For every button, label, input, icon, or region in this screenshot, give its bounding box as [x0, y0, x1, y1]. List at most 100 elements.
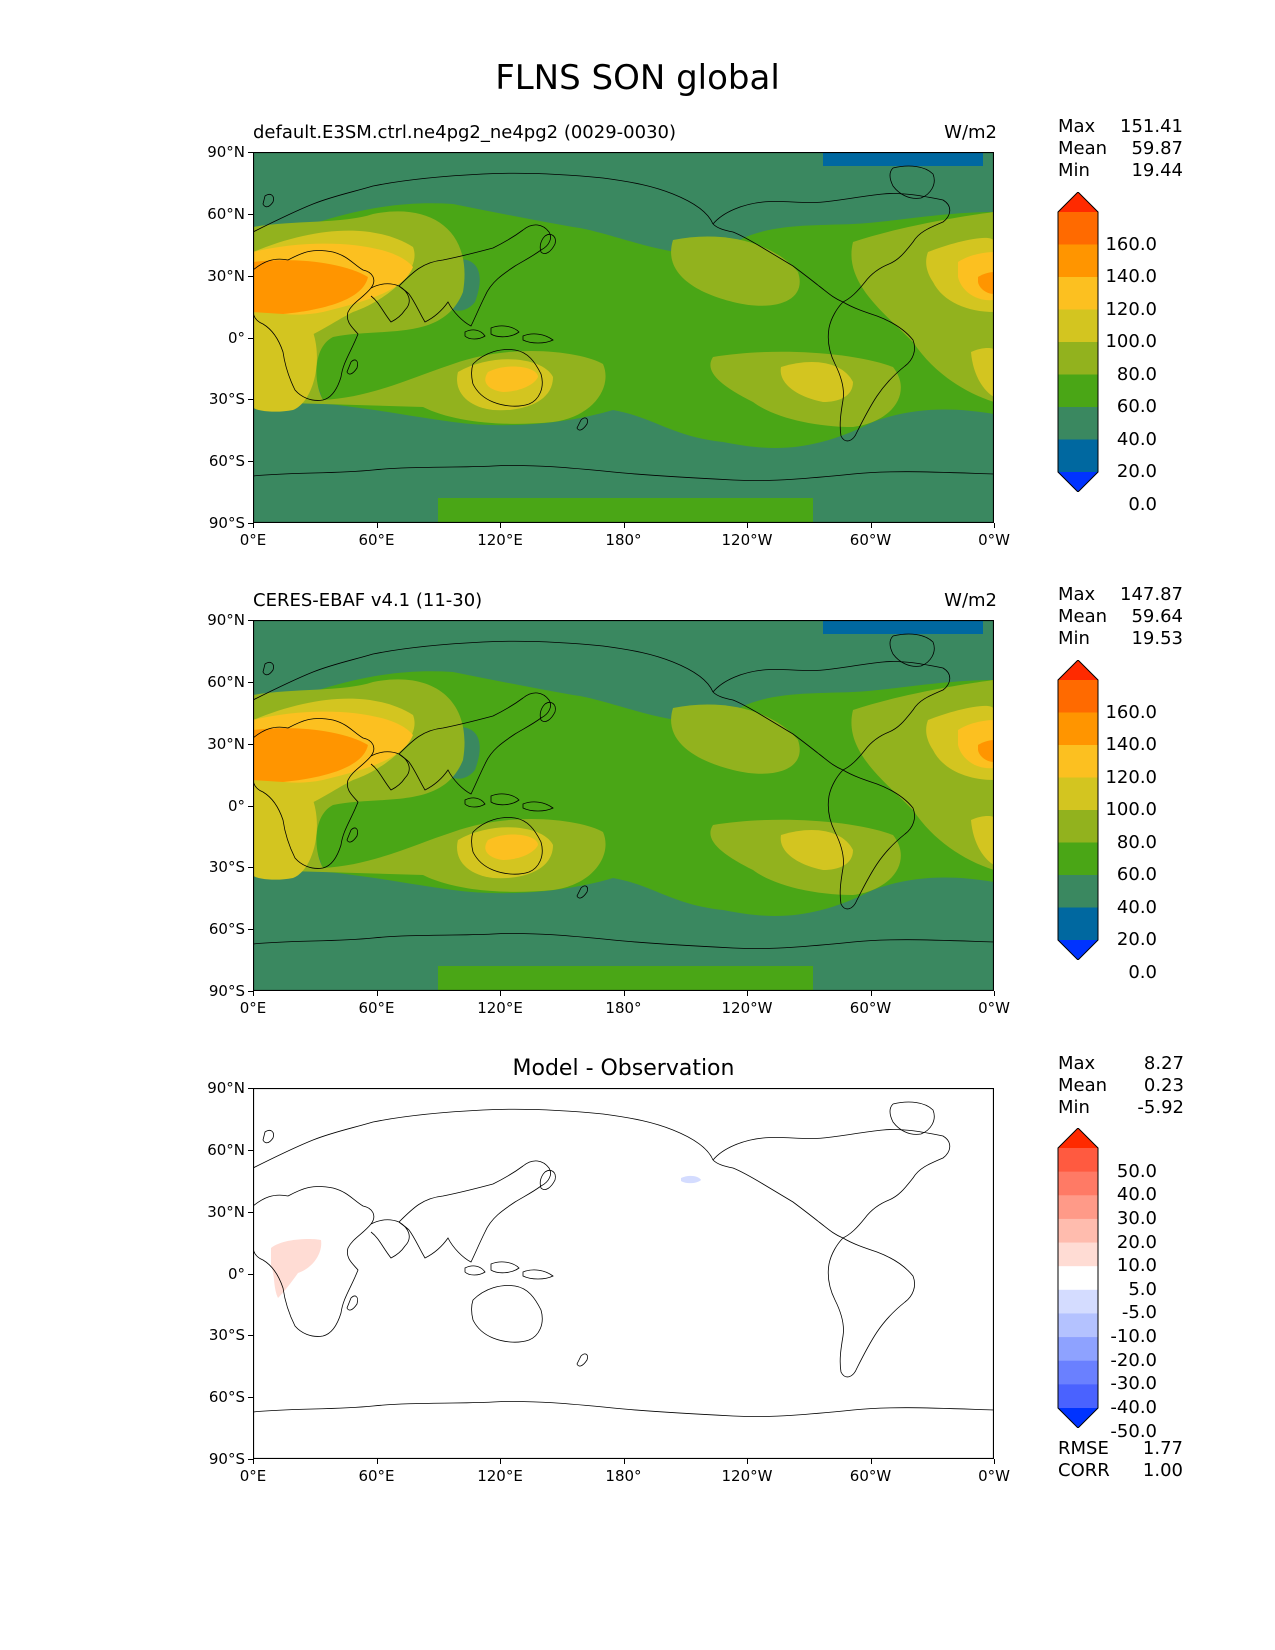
colorbar-label: -5.0 [1121, 1302, 1157, 1324]
y-tick-mark [248, 1397, 253, 1399]
x-tick-mark [870, 523, 872, 528]
colorbar-label: 20.0 [1116, 929, 1157, 950]
colorbar-label: 120.0 [1105, 298, 1157, 320]
x-tick-mark [253, 991, 254, 996]
coastline [889, 1101, 935, 1135]
panel2-colorbar [1057, 660, 1099, 960]
coastline [262, 662, 274, 676]
x-tick-mark [747, 523, 748, 528]
colorbar-label: 40.0 [1116, 1184, 1157, 1206]
colorbar-label: 140.0 [1105, 266, 1157, 287]
colorbar-label: 160.0 [1105, 233, 1157, 255]
map-background [253, 1088, 994, 1459]
y-tick-mark [248, 1149, 253, 1151]
y-tick-mark [248, 1088, 253, 1089]
y-tick-label: 60°N [207, 672, 245, 691]
field-region [253, 728, 368, 782]
coastline [712, 661, 951, 771]
panel1-title: default.E3SM.ctrl.ne4pg2_ne4pg2 (0029-00… [253, 122, 676, 143]
panel1-stat-max: Max 151.41 [1058, 116, 1183, 137]
x-tick-label: 60°E [358, 999, 395, 1017]
colorbar-label: 140.0 [1105, 734, 1157, 755]
y-tick-mark [248, 743, 253, 745]
colorbar-extend-min [1058, 940, 1098, 960]
y-tick-label: 90°S [208, 514, 245, 532]
colorbar-label: -40.0 [1110, 1397, 1157, 1418]
coastline [889, 633, 935, 667]
x-tick-mark [747, 1459, 748, 1464]
x-tick-label: 60°E [358, 1467, 395, 1485]
coastline [398, 224, 551, 327]
coastlines [253, 1101, 994, 1417]
y-tick-label: 90°S [208, 982, 245, 1000]
x-tick-mark [500, 1459, 501, 1464]
colorbar-segment [1058, 1384, 1098, 1409]
map-frame [253, 152, 994, 523]
colorbar-label: -10.0 [1110, 1326, 1157, 1348]
colorbar-segment [1058, 374, 1098, 408]
coastline [889, 165, 935, 199]
panel2-title: CERES-EBAF v4.1 (11-30) [253, 590, 483, 611]
x-tick-label: 120°W [721, 531, 773, 549]
coastline [398, 1160, 551, 1263]
y-tick-label: 30°N [207, 266, 245, 285]
coastline [827, 301, 915, 442]
field-region [485, 834, 538, 860]
coastline [398, 692, 551, 795]
panel2-stat-mean: Mean 59.64 [1058, 606, 1183, 627]
x-tick-label: 120°E [477, 1467, 523, 1485]
field-region [253, 400, 994, 523]
y-tick-label: 60°N [207, 1140, 245, 1159]
x-tick-label: 180° [605, 1467, 642, 1485]
colorbar-segment [1058, 342, 1098, 375]
field-region [253, 332, 317, 412]
x-tick-label: 120°W [721, 1467, 773, 1485]
panel2-stat-min: Min 19.53 [1058, 628, 1183, 649]
coastlines [253, 633, 994, 949]
field-region [253, 260, 368, 314]
x-tick-label: 180° [605, 999, 642, 1017]
field-region [978, 272, 994, 294]
colorbar-label: 5.0 [1128, 1278, 1157, 1300]
field-region [971, 347, 994, 397]
panel1-units: W/m2 [944, 122, 997, 143]
colorbar-label: 40.0 [1116, 428, 1157, 450]
field-region [271, 1238, 322, 1298]
coastline [464, 797, 486, 808]
x-tick-mark [376, 1459, 378, 1464]
colorbar-segment [1058, 1171, 1098, 1196]
y-tick-mark [248, 399, 253, 401]
colorbar-extend-max [1058, 660, 1098, 680]
coastline [253, 172, 714, 233]
coastline [346, 1295, 358, 1311]
y-tick-label: 90°N [207, 1079, 245, 1097]
colorbar-segment [1058, 1337, 1098, 1362]
coastline [346, 827, 358, 843]
colorbar-outline [1057, 660, 1099, 960]
panel3-title: Model - Observation [512, 1056, 735, 1081]
field-region [485, 366, 538, 392]
x-tick-mark [500, 991, 501, 996]
field-region [971, 815, 994, 865]
coastline [490, 1261, 520, 1274]
x-tick-mark [500, 523, 501, 528]
x-tick-mark [747, 991, 748, 996]
panel1-map [253, 152, 994, 523]
coastline [522, 1269, 554, 1280]
colorbar-label: 60.0 [1116, 396, 1157, 417]
coastline [253, 465, 994, 481]
map-frame [253, 620, 994, 991]
field-region [671, 704, 800, 774]
field-region [978, 740, 994, 762]
coastline [262, 194, 274, 208]
y-tick-label: 90°S [208, 1450, 245, 1468]
coastline [346, 359, 358, 375]
y-tick-mark [248, 152, 253, 153]
coastline [522, 333, 554, 344]
colorbar-segment [1058, 277, 1098, 310]
colorbar-label: 100.0 [1105, 799, 1157, 820]
coastline [471, 349, 543, 407]
coastlines [253, 165, 994, 481]
coastline [464, 329, 486, 340]
colorbar-segment [1058, 1218, 1098, 1244]
